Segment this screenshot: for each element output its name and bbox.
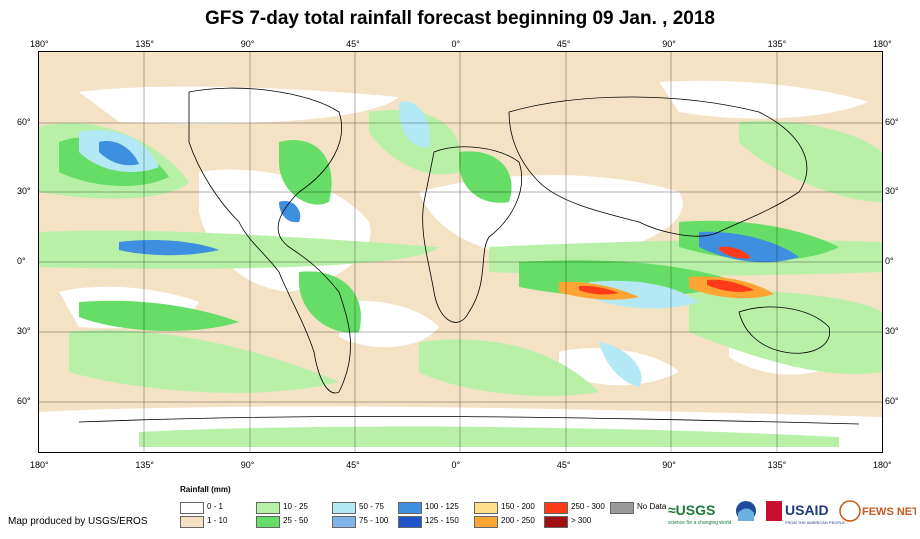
rainfall-map: [38, 51, 883, 453]
legend-label: 150 - 200: [501, 502, 535, 511]
legend-label: No Data: [637, 502, 667, 511]
rain-10-25: [39, 110, 882, 447]
legend-label: 200 - 250: [501, 516, 535, 525]
legend-label: 250 - 300: [571, 502, 605, 511]
legend-label: 25 - 50: [283, 516, 308, 525]
legend-swatch: [332, 516, 356, 528]
legend-label: 10 - 25: [283, 502, 308, 511]
rain-heavy: [559, 246, 774, 300]
usgs-tagline: science for a changing world: [668, 520, 732, 526]
longitude-tick: 180°: [873, 460, 892, 470]
legend-swatch: [180, 516, 204, 528]
legend-label: > 300: [571, 516, 592, 525]
longitude-tick: 45°: [346, 460, 360, 470]
latitude-tick: 60°: [17, 117, 31, 127]
longitude-tick: 0°: [451, 39, 461, 49]
rain-50-75: [79, 101, 699, 387]
longitude-tick: 90°: [662, 39, 676, 49]
latitude-tick: 0°: [17, 256, 26, 266]
legend-label: 50 - 75: [359, 502, 384, 511]
usgs-logo: ≈USGS: [668, 502, 715, 518]
fews-logo: FEWS NET: [862, 506, 916, 518]
longitude-tick: 135°: [767, 460, 787, 470]
legend-label: 125 - 150: [425, 516, 459, 525]
legend-swatch: [610, 502, 634, 514]
latitude-tick: 60°: [885, 396, 899, 406]
latitude-tick: 30°: [885, 326, 899, 336]
longitude-tick: 180°: [30, 39, 49, 49]
usaid-tagline: FROM THE AMERICAN PEOPLE: [785, 520, 845, 525]
map-canvas: [39, 52, 882, 452]
latitude-tick: 0°: [885, 256, 894, 266]
legend-swatch: [398, 502, 422, 514]
usaid-seal: [766, 501, 782, 521]
map-title: GFS 7-day total rainfall forecast beginn…: [205, 8, 715, 29]
legend-title: Rainfall (mm): [180, 485, 231, 494]
credit-text: Map produced by USGS/EROS: [8, 516, 148, 527]
longitude-tick: 90°: [240, 460, 255, 470]
legend-swatch: [474, 502, 498, 514]
agency-logos: ≈USGS science for a changing world USAID…: [668, 497, 919, 527]
graticule: [39, 52, 882, 452]
legend-label: 1 - 10: [207, 516, 228, 525]
latitude-tick: 60°: [885, 117, 899, 127]
longitude-tick: 90°: [240, 39, 255, 49]
legend-swatch: [180, 502, 204, 514]
longitude-tick: 45°: [556, 460, 571, 470]
legend-swatch: [256, 516, 280, 528]
latitude-tick: 30°: [885, 186, 899, 196]
coastlines: [78, 87, 860, 425]
latitude-tick: 30°: [17, 326, 31, 336]
usaid-logo: USAID: [785, 502, 829, 518]
longitude-tick: 0°: [451, 460, 461, 470]
longitude-tick: 135°: [135, 39, 154, 49]
longitude-tick: 45°: [346, 39, 360, 49]
legend-label: 0 - 1: [207, 502, 224, 511]
longitude-tick: 45°: [556, 39, 571, 49]
longitude-tick: 180°: [30, 460, 49, 470]
longitude-tick: 180°: [873, 39, 892, 49]
longitude-tick: 135°: [767, 39, 787, 49]
logo-strip: ≈USGS science for a changing world USAID…: [668, 500, 919, 526]
legend-label: 75 - 100: [359, 516, 389, 525]
legend-swatch: [332, 502, 356, 514]
legend-swatch: [474, 516, 498, 528]
legend-swatch: [398, 516, 422, 528]
legend-swatch: [544, 516, 568, 528]
longitude-tick: 90°: [662, 460, 676, 470]
latitude-tick: 60°: [17, 396, 31, 406]
longitude-tick: 135°: [135, 460, 154, 470]
fews-emblem: [839, 500, 861, 522]
legend-label: 100 - 125: [425, 502, 459, 511]
latitude-tick: 30°: [17, 186, 31, 196]
legend-swatch: [256, 502, 280, 514]
legend-swatch: [544, 502, 568, 514]
